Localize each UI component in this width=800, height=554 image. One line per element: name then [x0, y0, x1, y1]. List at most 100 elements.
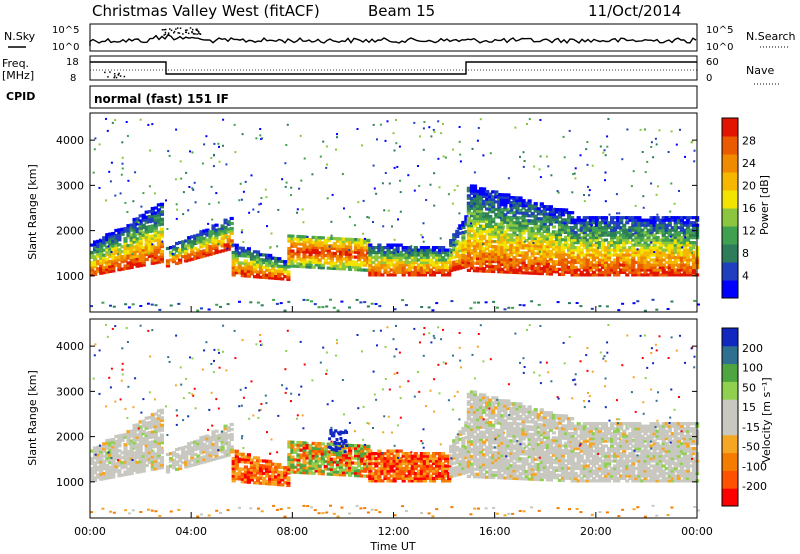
power-cell [211, 218, 214, 221]
power-cell [438, 186, 441, 189]
velocity-cell [377, 452, 382, 456]
velocity-cell [274, 465, 279, 469]
power-cell [610, 253, 615, 257]
power-cell [374, 303, 378, 305]
power-cell [527, 199, 532, 203]
power-cell [682, 231, 687, 235]
velocity-cell [280, 473, 285, 477]
power-cell [201, 162, 204, 165]
power-cell [476, 212, 481, 216]
power-cell [646, 246, 651, 250]
power-cell [344, 247, 350, 251]
velocity-cell [226, 453, 231, 457]
power-cell [560, 213, 566, 217]
power-cell [171, 247, 177, 251]
power-cell [557, 228, 563, 232]
power-cell [305, 247, 310, 252]
power-cell [105, 263, 110, 267]
power-cell [416, 258, 421, 262]
velocity-cell [184, 462, 189, 466]
power-cell [404, 260, 409, 265]
velocity-cell [159, 408, 164, 412]
velocity-cell [199, 458, 204, 462]
power-cell [479, 234, 484, 238]
power-cell [597, 241, 603, 245]
velocity-cell [120, 461, 125, 465]
power-cell [175, 246, 180, 251]
velocity-cell [147, 450, 152, 455]
power-cell [652, 238, 657, 242]
power-cell [482, 242, 487, 246]
power-cell [329, 254, 334, 258]
power-cell [509, 220, 514, 225]
velocity-cell [320, 447, 325, 451]
power-cell [126, 253, 131, 258]
velocity-cell [237, 459, 242, 464]
power-cell [667, 231, 672, 235]
power-cell [357, 253, 362, 257]
power-cell [147, 247, 152, 251]
velocity-cell [308, 461, 313, 465]
power-cell [600, 258, 606, 262]
velocity-cell [422, 456, 427, 461]
power-cell [628, 248, 633, 252]
power-cell [335, 148, 337, 151]
power-cell [551, 267, 556, 271]
power-cell [545, 249, 550, 254]
power-cell [141, 218, 146, 222]
power-cell [515, 223, 520, 227]
power-cell [311, 243, 316, 247]
power-cell [685, 226, 691, 230]
velocity-cell [404, 476, 409, 480]
power-cell [673, 273, 678, 277]
power-cell [585, 248, 590, 252]
power-cell [652, 270, 657, 274]
power-cell [613, 258, 618, 262]
power-cell [548, 205, 553, 209]
velocity-cell [398, 464, 403, 468]
power-cell [231, 273, 236, 277]
power-cell [354, 255, 359, 259]
power-cell [670, 270, 675, 274]
power-cell [556, 301, 560, 304]
velocity-cell [401, 466, 406, 471]
power-cell [286, 123, 289, 126]
velocity-cell [302, 456, 307, 460]
power-cell [132, 252, 137, 256]
velocity-cell [386, 464, 391, 468]
power-cell [530, 300, 534, 303]
velocity-cell [234, 477, 239, 481]
power-cell [625, 255, 630, 260]
power-cell [159, 217, 164, 221]
power-cell [150, 251, 155, 255]
velocity-cell [153, 417, 158, 421]
velocity-cell [360, 444, 365, 448]
power-cell [503, 258, 508, 262]
power-cell [360, 268, 365, 272]
power-cell [643, 233, 648, 237]
velocity-cell [268, 469, 273, 474]
power-cell [536, 264, 541, 268]
power-cell [679, 128, 681, 131]
power-cell [150, 224, 155, 228]
power-cell [521, 231, 526, 235]
power-cell [570, 241, 575, 245]
power-cell [123, 266, 128, 271]
velocity-cell [249, 473, 254, 477]
velocity-cell [407, 471, 412, 476]
power-cell [616, 260, 621, 265]
power-cell [114, 119, 117, 122]
power-cell [650, 182, 653, 185]
power-cell [628, 241, 633, 245]
power-cell [506, 235, 511, 239]
velocity-cell [108, 455, 113, 460]
power-cell [506, 268, 511, 272]
power-cell [438, 253, 443, 257]
velocity-cell [419, 461, 424, 466]
velocity-cell [231, 459, 236, 463]
power-cell [466, 221, 471, 225]
power-cell [634, 253, 639, 257]
velocity-cell [159, 416, 164, 420]
velocity-cell [458, 462, 463, 466]
velocity-cell [120, 436, 125, 440]
